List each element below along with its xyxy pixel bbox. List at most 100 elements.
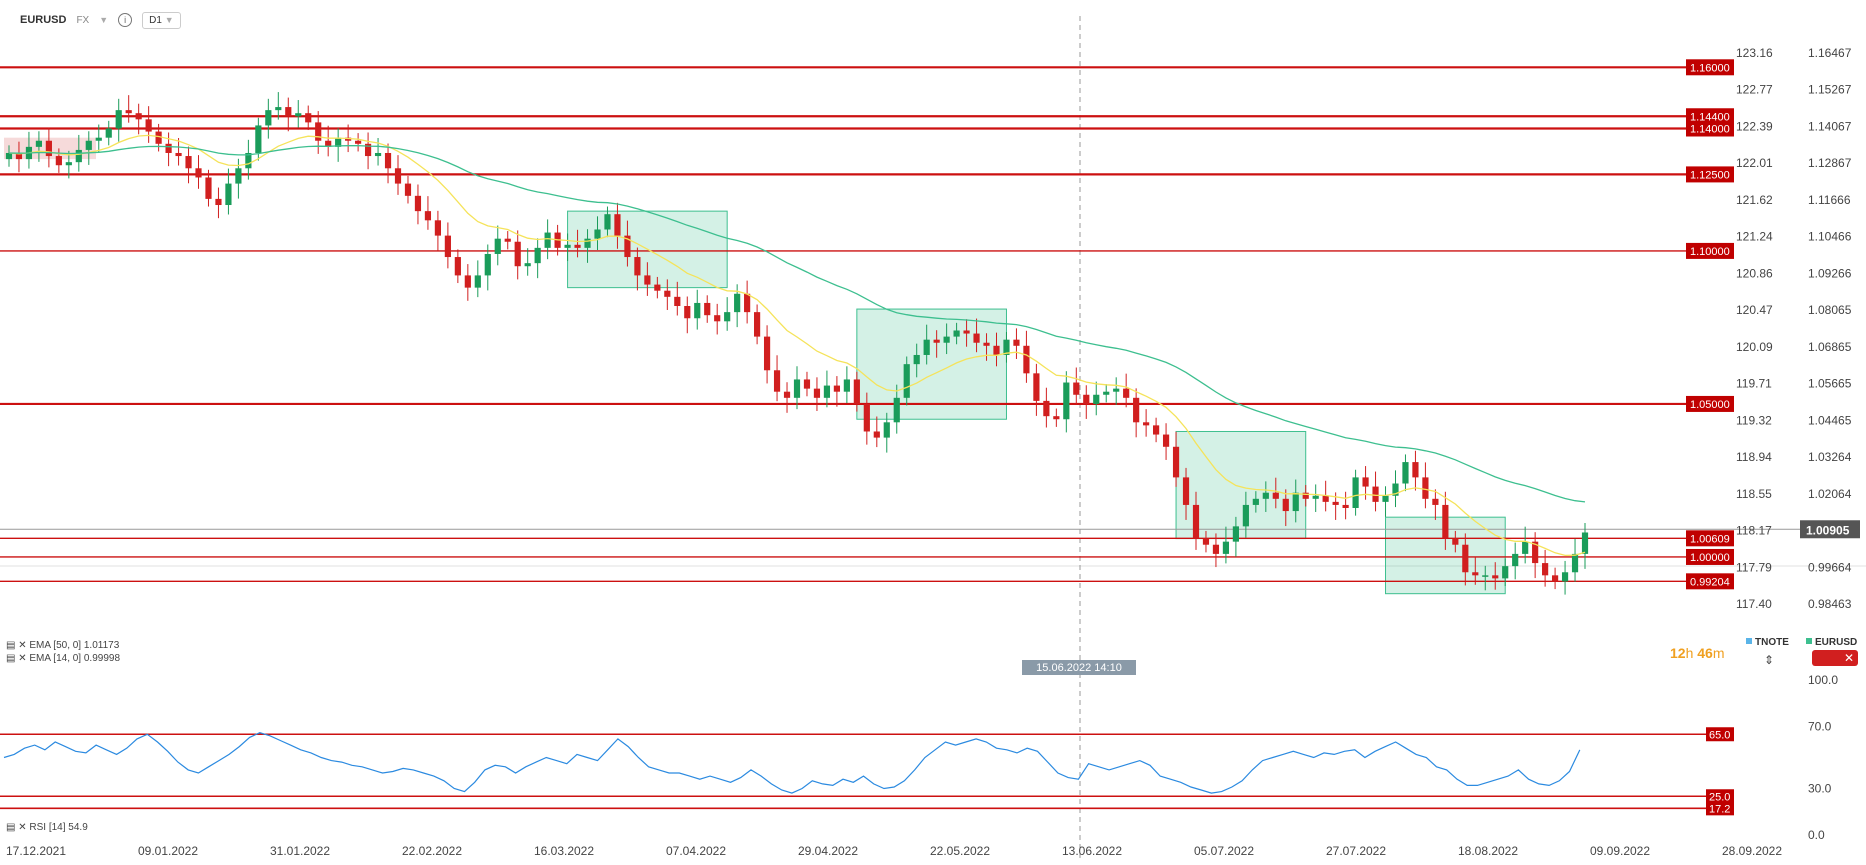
candle-body[interactable]	[664, 290, 671, 297]
candle-body[interactable]	[185, 156, 192, 169]
candle-body[interactable]	[634, 257, 641, 276]
candle-body[interactable]	[534, 247, 541, 264]
candle-body[interactable]	[315, 122, 322, 141]
ema50-legend[interactable]: ▤ ✕ EMA [50, 0] 1.01173	[6, 640, 119, 651]
candle-body[interactable]	[1452, 538, 1459, 545]
candle-body[interactable]	[215, 198, 222, 206]
candle-body[interactable]	[1272, 492, 1279, 499]
candle-body[interactable]	[374, 152, 382, 157]
candle-body[interactable]	[863, 403, 870, 432]
candle-body[interactable]	[1382, 495, 1389, 502]
candle-body[interactable]	[444, 235, 451, 258]
candle-body[interactable]	[853, 379, 860, 404]
candle-body[interactable]	[1482, 575, 1489, 577]
candle-body[interactable]	[145, 119, 152, 132]
candle-body[interactable]	[1133, 397, 1140, 423]
candle-body[interactable]	[823, 385, 831, 398]
candle-body[interactable]	[1023, 345, 1030, 374]
candle-body[interactable]	[843, 379, 850, 392]
candle-body[interactable]	[55, 156, 62, 166]
candle-body[interactable]	[1342, 504, 1349, 508]
candle-body[interactable]	[783, 391, 791, 398]
candle-body[interactable]	[684, 306, 691, 319]
candle-body[interactable]	[1172, 446, 1180, 478]
candle-body[interactable]	[335, 137, 342, 147]
candle-body[interactable]	[903, 364, 910, 398]
candle-body[interactable]	[704, 302, 711, 316]
candle-body[interactable]	[1073, 382, 1080, 395]
candle-body[interactable]	[694, 302, 701, 319]
candle-body[interactable]	[45, 140, 52, 157]
candle-body[interactable]	[275, 107, 282, 111]
candle-body[interactable]	[1372, 486, 1379, 502]
candle-body[interactable]	[1282, 498, 1289, 512]
candle-body[interactable]	[1292, 492, 1299, 512]
candle-body[interactable]	[724, 312, 731, 322]
info-icon[interactable]: i	[118, 13, 133, 27]
remove-instrument-button[interactable]	[1812, 650, 1858, 666]
candle-body[interactable]	[384, 152, 392, 169]
legend-menu-icon[interactable]: ▤ ✕	[6, 653, 27, 664]
candle-body[interactable]	[1532, 541, 1539, 564]
candle-body[interactable]	[953, 330, 960, 337]
rsi-legend[interactable]: ▤ ✕ RSI [14] 54.9	[6, 822, 88, 833]
candle-body[interactable]	[993, 345, 1000, 355]
candle-body[interactable]	[394, 168, 402, 184]
candle-body[interactable]	[1542, 563, 1549, 576]
candle-body[interactable]	[1502, 566, 1509, 579]
candle-body[interactable]	[933, 339, 940, 343]
candle-body[interactable]	[65, 162, 72, 166]
candle-body[interactable]	[1462, 544, 1469, 573]
candle-body[interactable]	[1322, 495, 1329, 502]
candle-body[interactable]	[1581, 532, 1589, 554]
candle-body[interactable]	[714, 315, 721, 322]
candle-body[interactable]	[674, 296, 681, 307]
candle-body[interactable]	[5, 152, 13, 160]
candle-body[interactable]	[1222, 541, 1230, 554]
candle-body[interactable]	[1043, 400, 1050, 417]
candle-body[interactable]	[1252, 498, 1259, 505]
candle-body[interactable]	[1003, 339, 1010, 355]
candle-body[interactable]	[1162, 434, 1170, 447]
candle-body[interactable]	[1302, 492, 1309, 499]
candle-body[interactable]	[205, 177, 212, 199]
candle-body[interactable]	[883, 422, 890, 438]
candle-body[interactable]	[514, 241, 521, 267]
candle-body[interactable]	[1561, 572, 1569, 582]
candle-body[interactable]	[1412, 462, 1419, 478]
candle-body[interactable]	[624, 235, 631, 258]
reorder-arrows-icon[interactable]: ⇕	[1764, 653, 1774, 667]
candle-body[interactable]	[265, 110, 272, 126]
candle-body[interactable]	[165, 143, 172, 153]
candle-body[interactable]	[614, 214, 621, 236]
candle-body[interactable]	[1362, 477, 1369, 487]
candle-body[interactable]	[1522, 541, 1529, 554]
candle-body[interactable]	[494, 238, 501, 254]
candle-body[interactable]	[1093, 394, 1100, 404]
candle-body[interactable]	[893, 397, 900, 423]
candle-body[interactable]	[1013, 339, 1020, 346]
candle-body[interactable]	[564, 244, 571, 248]
candle-body[interactable]	[1153, 425, 1160, 435]
instrument-tag-label[interactable]: EURUSD	[1815, 637, 1857, 648]
candle-body[interactable]	[1402, 462, 1409, 484]
candle-body[interactable]	[973, 333, 980, 343]
candle-body[interactable]	[1123, 388, 1130, 398]
candle-body[interactable]	[524, 263, 531, 267]
candle-body[interactable]	[813, 388, 821, 398]
candle-body[interactable]	[305, 113, 312, 123]
candle-body[interactable]	[35, 140, 43, 147]
candle-body[interactable]	[75, 149, 82, 163]
candle-body[interactable]	[1202, 538, 1210, 545]
candle-body[interactable]	[285, 107, 292, 117]
candle-body[interactable]	[434, 220, 441, 236]
candle-body[interactable]	[923, 339, 930, 355]
candle-body[interactable]	[155, 131, 162, 144]
ema14-legend[interactable]: ▤ ✕ EMA [14, 0] 0.99998	[6, 653, 120, 664]
close-icon[interactable]: ✕	[1844, 651, 1854, 665]
candle-body[interactable]	[424, 211, 432, 221]
candle-body[interactable]	[1232, 526, 1239, 542]
candle-body[interactable]	[744, 293, 751, 313]
candle-body[interactable]	[1442, 504, 1449, 539]
